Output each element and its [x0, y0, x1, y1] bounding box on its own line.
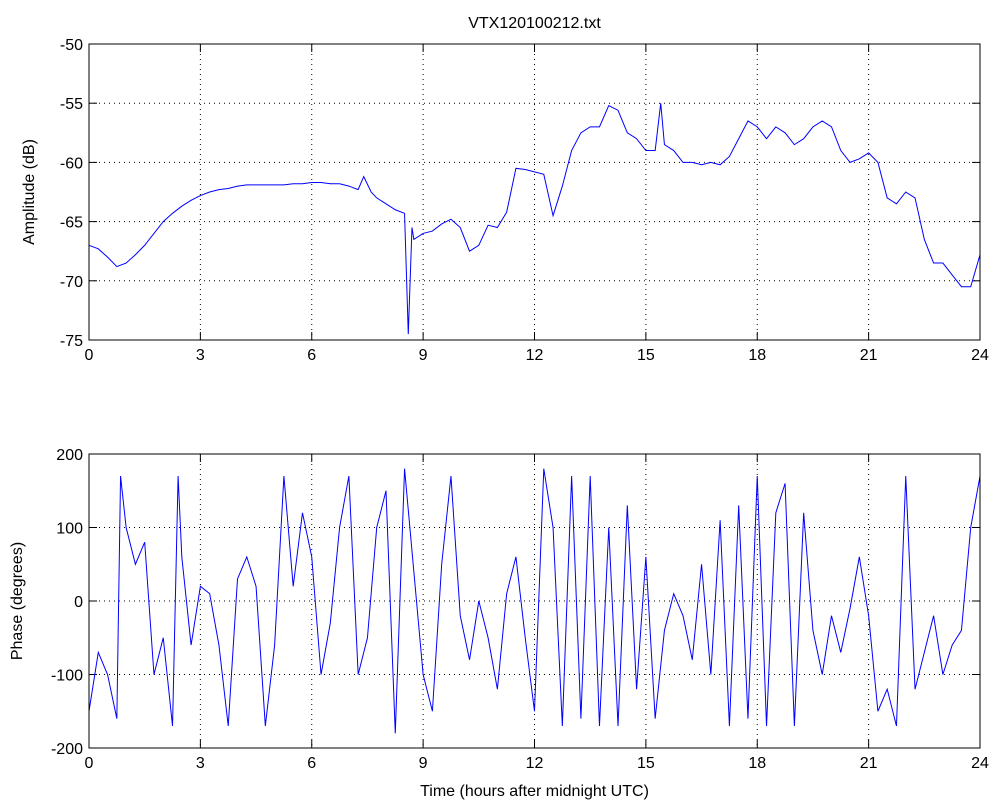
x-tick-label: 9 — [419, 755, 428, 772]
y-tick-label: -75 — [60, 333, 83, 350]
axes-frame — [88, 453, 981, 749]
plot-area — [89, 44, 980, 340]
y-tick-label: 0 — [74, 594, 83, 611]
x-tick-label: 6 — [307, 755, 316, 772]
x-axis-label: Time (hours after midnight UTC) — [420, 783, 649, 800]
y-tick-label: -70 — [60, 274, 83, 291]
y-tick-label: 100 — [56, 521, 83, 538]
x-tick-label: 6 — [307, 347, 316, 364]
x-tick-label: 3 — [196, 755, 205, 772]
x-tick-label: 9 — [419, 347, 428, 364]
data-line — [88, 468, 981, 734]
x-tick-label: 12 — [526, 347, 544, 364]
x-tick-label: 21 — [860, 347, 878, 364]
x-tick-label: 21 — [860, 755, 878, 772]
y-tick-label: -200 — [51, 741, 83, 758]
chart-title: VTX120100212.txt — [468, 15, 601, 32]
x-tick-label: 0 — [85, 347, 94, 364]
x-tick-label: 15 — [637, 347, 655, 364]
y-tick-label: -50 — [60, 37, 83, 54]
y-axis-label: Amplitude (dB) — [21, 139, 38, 245]
axes-frame — [88, 43, 981, 341]
data-line — [88, 103, 981, 335]
x-tick-label: 15 — [637, 755, 655, 772]
y-tick-label: -100 — [51, 668, 83, 685]
x-tick-label: 24 — [971, 347, 989, 364]
y-axis-label: Phase (degrees) — [9, 542, 26, 660]
x-tick-label: 0 — [85, 755, 94, 772]
x-tick-label: 18 — [748, 347, 766, 364]
x-tick-label: 18 — [748, 755, 766, 772]
y-tick-label: -55 — [60, 96, 83, 113]
x-tick-label: 3 — [196, 347, 205, 364]
y-tick-label: -65 — [60, 215, 83, 232]
y-tick-label: 200 — [56, 447, 83, 464]
x-tick-label: 24 — [971, 755, 989, 772]
x-tick-label: 12 — [526, 755, 544, 772]
y-tick-label: -60 — [60, 155, 83, 172]
